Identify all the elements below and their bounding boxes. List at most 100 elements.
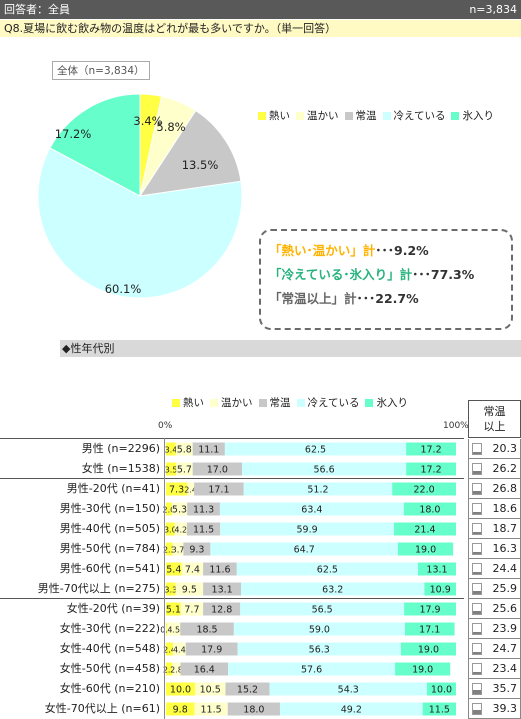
row-label: 女性-30代 (n=222) [59,622,160,635]
legend-swatch-cold [382,111,391,120]
bar-segment-warm [167,622,181,636]
row-label: 女性-40代 (n=548) [59,642,160,655]
bar-value-room: 13.1 [212,585,233,596]
side-mini-bar [472,643,482,655]
row-label: 男性-40代 (n=505) [59,522,160,535]
pie-label-hot: 3.4% [133,114,162,128]
bar-value-cold: 56.5 [312,605,333,616]
bar-segment-ice [403,502,456,516]
pie-chart: 3.4%5.8% 13.5% 60.1% 17.2% [37,93,243,299]
bar-segment-ice [424,582,456,596]
summary-label-3: 「常温以上」計 [269,291,357,306]
bar-segment-room [194,482,244,496]
legend-item-ice: 氷入り [451,108,494,123]
legend-item-cold: 冷えている [296,395,359,410]
divider-male [0,598,464,599]
bar-value-cold: 59.0 [309,625,330,636]
side-cell: 16.3 [468,539,521,559]
row-label: 女性-20代 (n=39) [66,602,160,615]
bar-value-cold: 63.2 [322,585,343,596]
bar-segment-room [203,562,237,576]
bar-value-room: 17.9 [201,645,222,656]
legend-label-cold: 冷えている [393,110,446,122]
bar-value-ice: 22.0 [414,485,435,496]
summary-value-2: 77.3% [430,267,475,282]
bar-segment-ice [422,702,456,716]
bar-value-ice: 10.9 [430,585,451,596]
bar-segment-warm [175,442,193,456]
bar-segment-cold [279,702,423,716]
summary-value-3: 22.7% [375,291,419,306]
bar-segment-room [180,622,234,636]
side-mini-bar [472,683,482,695]
bar-value-ice: 21.4 [414,525,435,536]
bar-segment-cold [237,642,401,656]
side-mini-bar [472,503,482,515]
side-mini-bar [472,623,482,635]
bar-value-warm: 4.5 [167,626,180,635]
bar-segment-ice [406,462,456,476]
bar-segment-cold [210,542,398,556]
question-text: Q8.夏場に飲む飲み物の温度はどれが最も多いですか。（単一回答） [0,20,521,37]
pie-label-cold: 60.1% [105,282,142,296]
pie-label-ice: 17.2% [55,127,92,141]
bar-value-hot: 2.3 [163,546,176,555]
side-mini-bar-fill [473,571,481,574]
bar-segment-hot [166,502,172,516]
side-mini-bar-fill [473,451,481,454]
bar-value-cold: 57.6 [301,665,322,676]
bar-segment-room [227,702,280,716]
legend-item-room: 常温 [344,108,377,123]
legend-swatch-ice [365,398,374,407]
bar-segment-warm [194,702,228,716]
side-mini-bar [472,603,482,615]
bar-segment-hot [166,642,173,656]
side-mini-bar-fill [473,512,481,514]
legend-label-ice: 氷入り [462,110,494,122]
bar-value-warm: 7.4 [185,565,200,576]
side-mini-bar [472,703,482,715]
bar-value-cold: 62.5 [317,565,338,576]
bar-value-hot: 3.4 [165,446,178,455]
bar-value-ice: 17.1 [419,625,440,636]
side-value: 39.3 [492,702,518,715]
bar-value-warm: 5.3 [172,505,187,516]
bar-value-ice: 13.1 [426,565,447,576]
legend-item-warm: 温かい [296,108,339,123]
bar-value-hot: 5.1 [166,605,181,616]
bar-segment-warm [172,642,186,656]
side-value: 25.9 [492,582,518,595]
bar-value-cold: 56.6 [313,465,334,476]
bar-value-hot: 3.3 [164,586,177,595]
side-mini-bar-fill [473,591,481,594]
bar-value-warm: 5.8 [177,445,192,456]
bar-segment-room [183,542,211,556]
row-label: 女性-60代 (n=210) [59,682,160,695]
bar-segment-room [187,502,220,516]
legend-label-ice: 氷入り [376,397,408,409]
bar-segment-cold [233,622,405,636]
bar-segment-hot [166,682,195,696]
bar-value-cold: 59.9 [297,525,318,536]
bar-segment-room [203,582,242,596]
bar-value-ice: 19.0 [412,665,433,676]
bar-segment-hot [166,482,188,496]
side-mini-bar-fill [473,491,481,494]
bar-value-ice: 17.9 [419,605,440,616]
bar-segment-cold [228,662,396,676]
side-mini-bar-fill [473,671,481,674]
bar-value-room: 16.4 [194,665,215,676]
side-value: 26.2 [492,462,518,475]
side-value: 24.4 [492,562,518,575]
legend-item-hot: 熱い [258,108,290,123]
side-cell: 20.3 [468,439,521,459]
side-mini-bar [472,483,482,495]
side-header: 常温 以上 [468,400,521,438]
bar-value-room: 12.8 [211,605,232,616]
bar-legend: 熱い 温かい 常温 冷えている 氷入り [172,395,414,410]
side-mini-bar [472,583,482,595]
legend-label-warm: 温かい [307,110,339,122]
summary-dots-3: ･･･ [356,291,376,306]
side-value: 23.9 [492,622,518,635]
bar-value-warm: 5.7 [177,465,192,476]
